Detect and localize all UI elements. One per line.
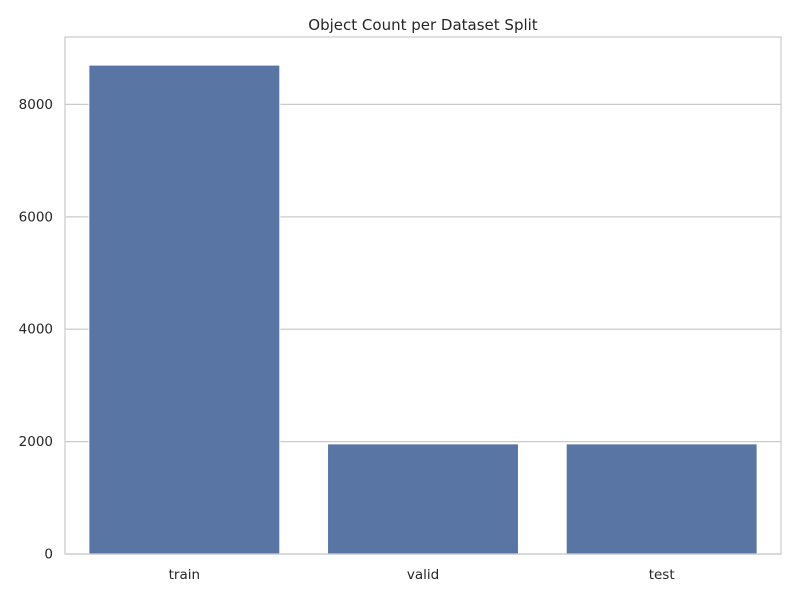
x-tick-label-train: train <box>169 567 200 583</box>
y-tick-label: 2000 <box>19 434 53 450</box>
y-tick-label: 8000 <box>19 97 53 113</box>
bar-valid <box>327 443 519 555</box>
y-tick-label: 6000 <box>19 209 53 225</box>
x-tick-label-test: test <box>649 567 675 583</box>
y-tick-label: 4000 <box>19 322 53 338</box>
y-tick-label: 0 <box>44 547 53 563</box>
bar-train <box>88 64 281 555</box>
bar-test <box>565 443 758 555</box>
x-axis-tick-labels: train valid test <box>169 567 675 583</box>
bars <box>88 64 758 555</box>
plot-area-frame <box>64 36 782 555</box>
chart-title: Object Count per Dataset Split <box>308 16 538 34</box>
y-axis-tick-labels: 0 2000 4000 6000 8000 <box>19 97 53 563</box>
x-tick-label-valid: valid <box>407 567 439 583</box>
